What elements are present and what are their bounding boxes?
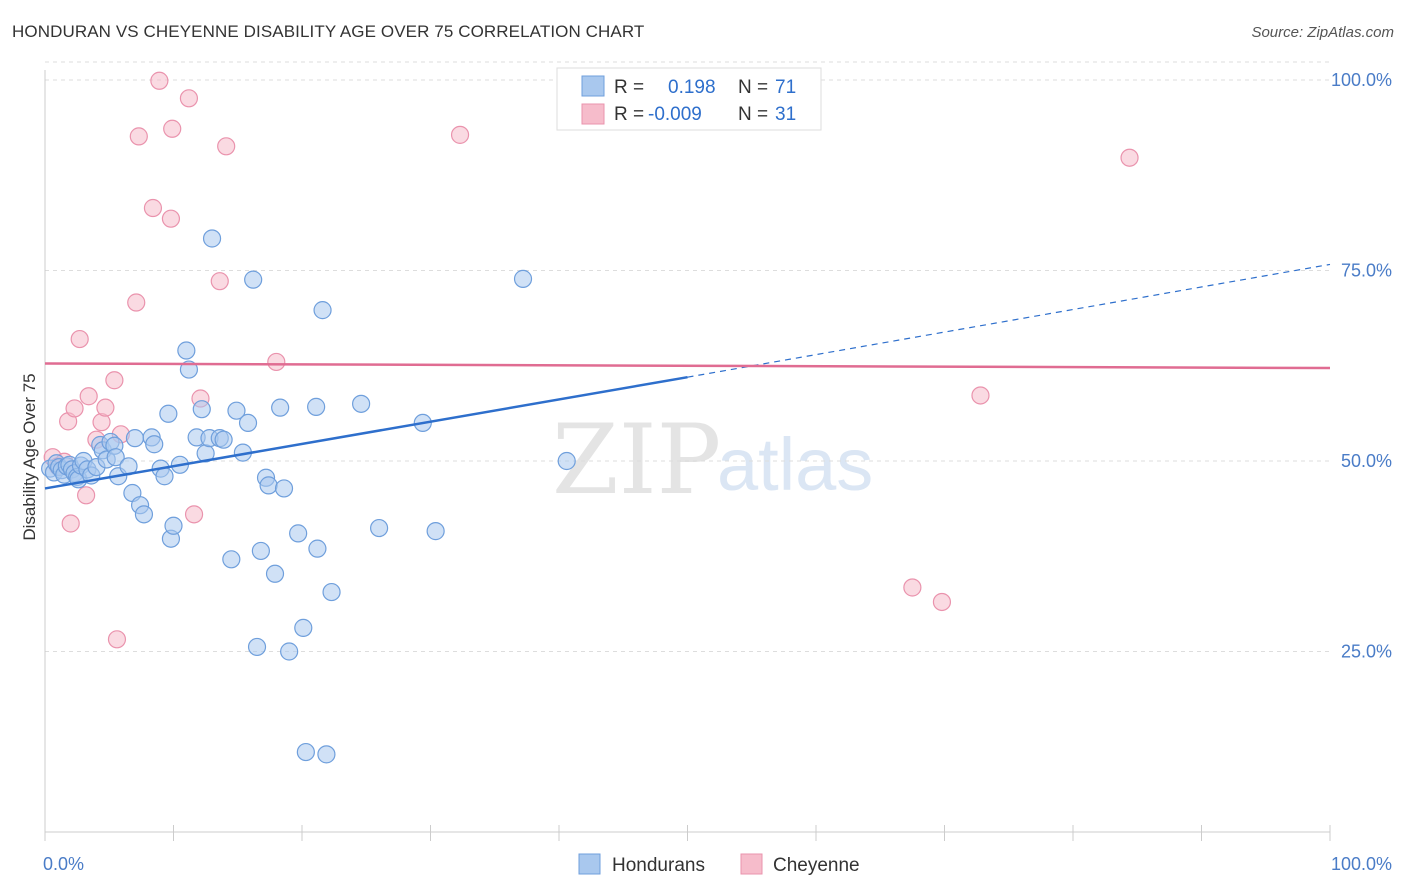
cheyenne-point-28: [903, 578, 922, 597]
cheyenne-point-4: [61, 514, 80, 533]
honduran-point-47: [227, 401, 246, 420]
honduran-point-49: [238, 413, 258, 432]
cheyenne-point-25: [217, 137, 236, 156]
legend-n-value-1: 71: [775, 77, 796, 98]
honduran-point-70: [426, 522, 445, 541]
honduran-point-23: [106, 448, 125, 467]
honduran-point-38: [179, 360, 199, 379]
legend-swatch-cheyenne: [581, 103, 605, 125]
trend-lines: [44, 263, 1331, 490]
honduran-trend-line: [44, 375, 688, 490]
cheyenne-point-24: [210, 272, 229, 291]
cheyenne-point-26: [267, 352, 286, 372]
honduran-point-46: [222, 550, 241, 569]
cheyenne-point-16: [129, 127, 148, 146]
cheyenne-point-11: [96, 398, 115, 417]
honduran-point-40: [192, 400, 211, 419]
honduran-point-64: [313, 301, 332, 320]
legend-n-label-2: N =: [738, 104, 768, 125]
honduran-point-57: [274, 479, 294, 498]
stats-legend: R = 0.198 N = 71 R = -0.009 N = 31: [556, 67, 822, 131]
chart-title: HONDURAN VS CHEYENNE DISABILITY AGE OVER…: [12, 22, 645, 41]
honduran-point-71: [513, 269, 533, 288]
honduran-point-58: [280, 642, 299, 661]
cheyenne-point-18: [150, 71, 169, 90]
cheyenne-point-22: [184, 505, 204, 524]
legend-n-value-2: 31: [775, 104, 796, 125]
cheyenne-point-27: [450, 125, 470, 144]
y-tick-label-25: 25.0%: [1341, 642, 1392, 662]
chart-source: Source: ZipAtlas.com: [1251, 24, 1394, 41]
honduran-point-28: [134, 505, 154, 524]
series-legend: Hondurans Cheyenne: [578, 853, 860, 876]
cheyenne-point-5: [65, 399, 84, 418]
cheyenne-point-17: [143, 198, 163, 218]
honduran-point-61: [296, 742, 315, 762]
cheyenne-point-20: [163, 119, 182, 138]
honduran-point-66: [322, 582, 341, 602]
cheyenne-point-19: [161, 209, 181, 228]
watermark-zip: ZIP: [552, 404, 721, 516]
honduran-point-43: [202, 229, 222, 248]
cheyenne-point-7: [77, 486, 96, 505]
cheyenne-point-6: [70, 329, 89, 349]
series-legend-label-hondurans: Hondurans: [612, 855, 705, 876]
y-tick-label-75: 75.0%: [1341, 261, 1392, 281]
honduran-point-54: [259, 476, 278, 495]
y-tick-label-100: 100.0%: [1331, 70, 1392, 90]
honduran-point-56: [271, 398, 290, 417]
honduran-point-60: [294, 618, 313, 637]
series-legend-label-cheyenne: Cheyenne: [773, 855, 860, 876]
legend-r-value-2: -0.009: [648, 104, 702, 125]
watermark-atlas: atlas: [717, 423, 873, 506]
x-tick-label-100: 100.0%: [1331, 854, 1392, 874]
honduran-point-52: [251, 541, 270, 561]
honduran-point-30: [145, 435, 164, 454]
cheyenne-point-12: [105, 371, 124, 390]
honduran-point-67: [352, 394, 371, 413]
honduran-point-55: [265, 564, 285, 583]
cheyenne-point-8: [79, 387, 98, 406]
cheyenne-point-31: [1120, 148, 1139, 167]
cheyenne-point-29: [932, 592, 952, 612]
cheyenne-points: [43, 71, 1139, 649]
cheyenne-trend-line: [44, 362, 1331, 370]
honduran-point-33: [159, 404, 178, 423]
honduran-point-50: [244, 270, 263, 289]
honduran-points: [41, 229, 576, 764]
honduran-point-72: [557, 451, 576, 471]
honduran-point-68: [370, 518, 389, 538]
honduran-point-51: [247, 637, 267, 657]
honduran-trend-extension: [687, 263, 1331, 378]
honduran-point-45: [214, 430, 233, 449]
legend-r-label-2: R =: [614, 104, 644, 125]
honduran-point-62: [307, 397, 326, 416]
legend-r-value-1: 0.198: [668, 77, 716, 98]
honduran-point-32: [155, 467, 174, 486]
honduran-point-59: [289, 524, 308, 543]
legend-n-label-1: N =: [738, 77, 768, 98]
cheyenne-point-30: [971, 386, 990, 405]
x-axis-ticks: [44, 825, 1331, 841]
honduran-point-37: [177, 341, 196, 360]
honduran-point-65: [317, 745, 336, 764]
legend-swatch-hondurans: [581, 75, 605, 97]
series-legend-swatch-hondurans: [578, 853, 601, 875]
cheyenne-point-13: [107, 630, 127, 649]
y-tick-label-50: 50.0%: [1341, 451, 1392, 471]
honduran-point-35: [164, 516, 183, 535]
cheyenne-point-15: [127, 293, 146, 312]
honduran-point-63: [308, 539, 327, 558]
y-axis-title: Disability Age Over 75: [20, 373, 39, 540]
legend-r-label-1: R =: [614, 77, 644, 98]
honduran-point-25: [125, 429, 145, 448]
series-legend-swatch-cheyenne: [740, 853, 763, 875]
cheyenne-point-21: [179, 89, 199, 108]
x-tick-label-0: 0.0%: [43, 854, 84, 874]
